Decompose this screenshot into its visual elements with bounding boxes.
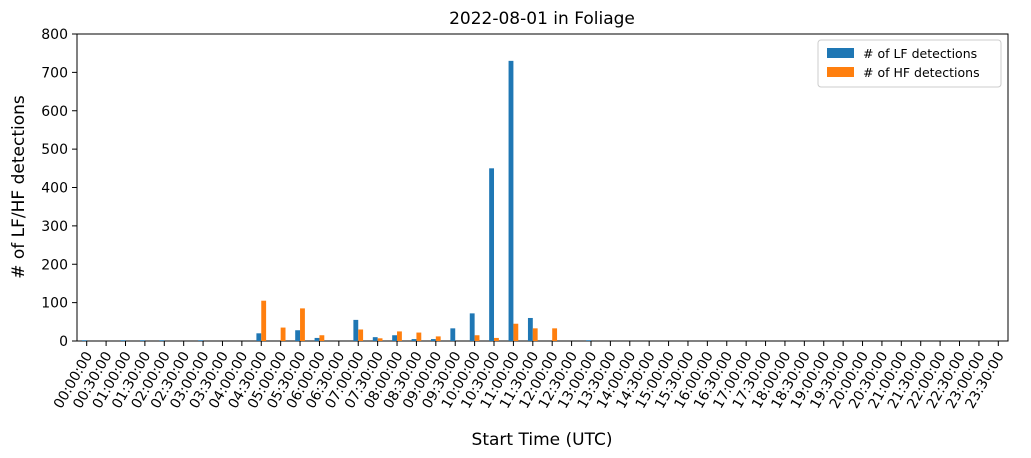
bar-lf-01:00:00 — [120, 340, 126, 341]
bar-lf-00:00:00 — [81, 340, 87, 341]
bar-lf-05:30:00 — [295, 330, 301, 341]
legend-entry: # of HF detections — [863, 65, 980, 80]
bar-lf-06:00:00 — [314, 337, 320, 341]
bar-hf-05:00:00 — [280, 327, 286, 341]
y-tick-label: 100 — [41, 296, 68, 312]
bar-lf-07:30:00 — [372, 337, 378, 341]
bar-lf-09:30:00 — [450, 328, 456, 341]
bar-hf-12:00:00 — [552, 328, 558, 341]
y-tick-label: 300 — [41, 219, 68, 235]
bar-lf-09:00:00 — [430, 339, 436, 341]
y-axis: 0 100 200 300 400 500 600 700 800 — [41, 27, 77, 350]
bar-lf-08:00:00 — [392, 335, 398, 341]
bar-lf-11:30:00 — [527, 317, 533, 341]
bars — [81, 60, 591, 342]
y-axis-label: # of LF/HF detections — [9, 95, 29, 279]
bar-lf-02:00:00 — [159, 340, 165, 341]
bar-lf-03:00:00 — [198, 340, 204, 341]
bar-hf-11:30:00 — [532, 328, 538, 341]
y-tick-label: 600 — [41, 104, 68, 120]
y-tick-label: 400 — [41, 181, 68, 197]
bar-hf-10:00:00 — [474, 335, 480, 341]
bar-hf-09:00:00 — [435, 336, 441, 341]
legend: # of LF detections # of HF detections — [817, 39, 1002, 88]
y-tick-label: 500 — [41, 142, 68, 158]
bar-lf-10:00:00 — [469, 313, 475, 341]
bar-hf-05:30:00 — [300, 308, 305, 341]
legend-swatch — [827, 48, 854, 58]
bar-hf-08:30:00 — [416, 332, 422, 341]
chart-title: 2022-08-01 in Foliage — [449, 9, 635, 29]
bar-hf-07:00:00 — [358, 329, 364, 341]
legend-entry: # of LF detections — [863, 46, 977, 61]
x-axis-label: Start Time (UTC) — [472, 430, 613, 450]
y-tick-label: 200 — [41, 257, 68, 273]
bar-hf-06:00:00 — [319, 335, 325, 341]
bar-lf-13:00:00 — [586, 340, 591, 341]
legend-swatch — [827, 67, 854, 77]
bar-lf-08:30:00 — [411, 339, 417, 341]
y-tick-label: 0 — [59, 334, 68, 350]
y-tick-label: 700 — [41, 65, 68, 81]
bar-lf-10:30:00 — [489, 168, 495, 341]
bar-hf-11:00:00 — [513, 323, 519, 341]
x-axis: 00:00:0000:30:0001:00:0001:30:0002:00:00… — [51, 341, 1008, 411]
bar-hf-07:30:00 — [377, 338, 383, 341]
legend-box — [817, 39, 1002, 88]
bar-lf-11:00:00 — [508, 60, 514, 342]
bar-lf-07:00:00 — [353, 319, 359, 341]
bar-lf-04:30:00 — [256, 333, 262, 341]
bar-hf-10:30:00 — [494, 337, 499, 341]
y-tick-label: 800 — [41, 27, 68, 43]
bar-lf-01:30:00 — [140, 340, 145, 341]
bar-hf-04:30:00 — [261, 300, 267, 341]
bar-hf-08:00:00 — [397, 331, 402, 341]
